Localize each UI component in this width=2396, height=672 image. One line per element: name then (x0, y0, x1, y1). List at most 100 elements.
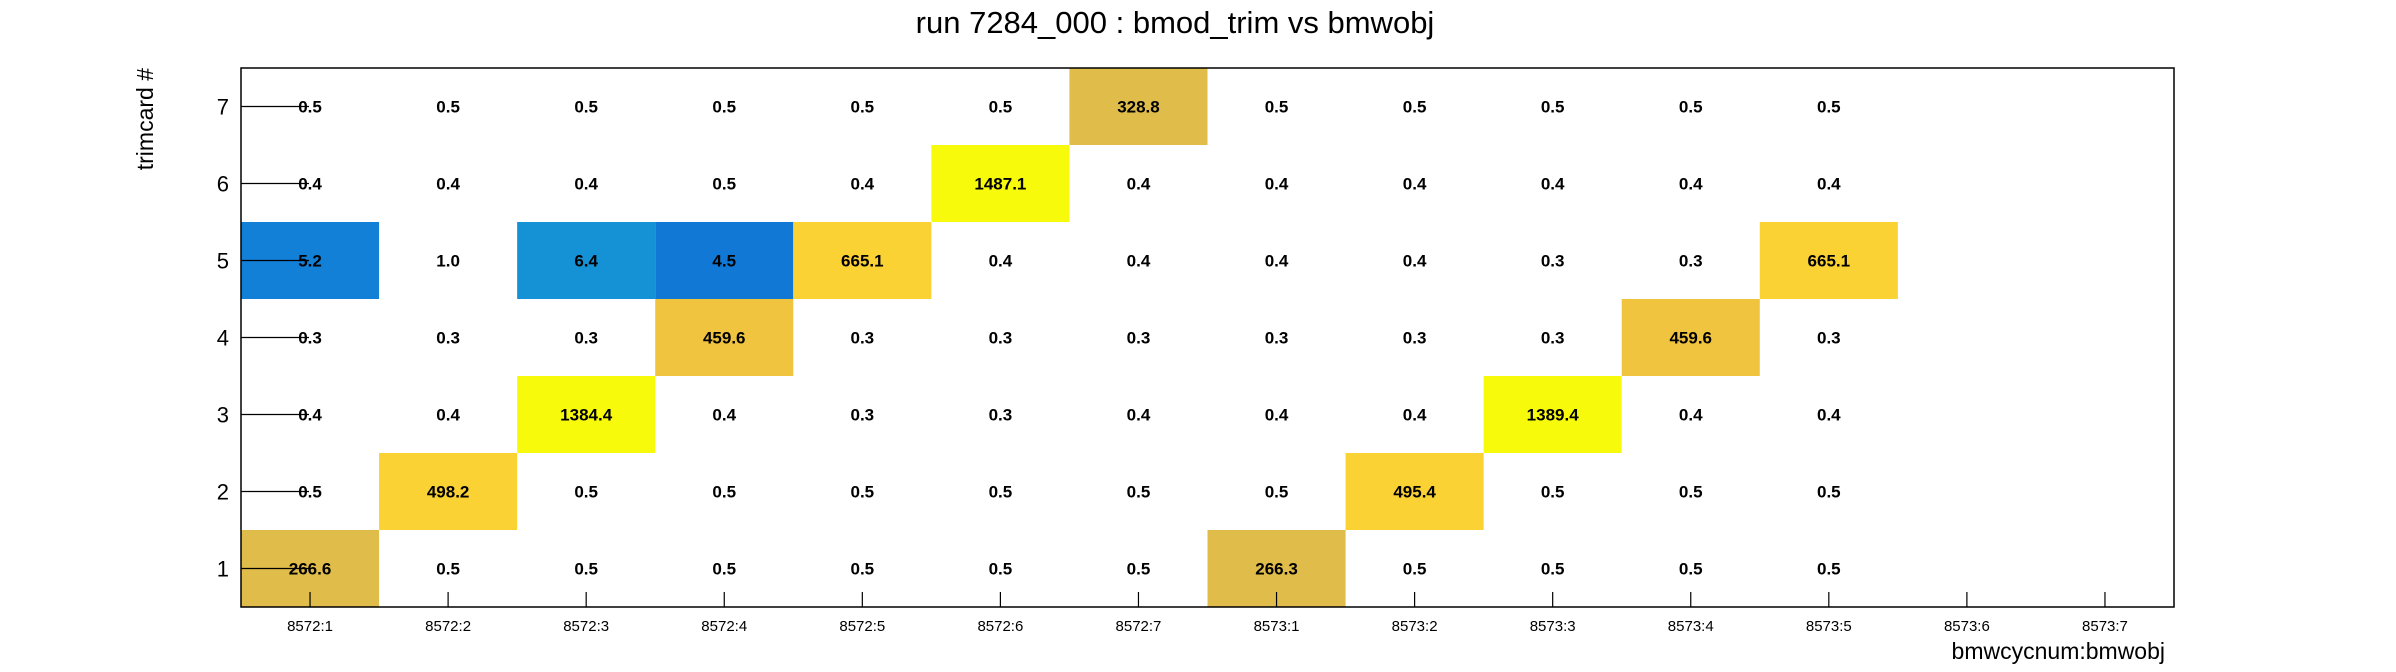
cell-value-label: 0.4 (1817, 406, 1841, 425)
x-tick-label: 8572:3 (563, 618, 609, 635)
cell-value-label: 0.3 (1127, 329, 1151, 348)
heatmap-cell (379, 453, 518, 530)
cell-value-label: 0.5 (574, 98, 598, 117)
cell-value-label: 0.3 (989, 406, 1013, 425)
cell-value-label: 266.6 (289, 560, 332, 579)
cell-value-label: 0.4 (298, 175, 322, 194)
cell-value-label: 0.5 (1817, 98, 1841, 117)
cell-value-label: 0.5 (298, 483, 322, 502)
cell-value-label: 0.3 (851, 329, 875, 348)
cell-value-label: 0.4 (1265, 406, 1289, 425)
heatmap-cell (517, 376, 656, 453)
cell-value-label: 0.5 (712, 560, 736, 579)
cell-value-label: 0.5 (1403, 98, 1427, 117)
cell-value-label: 0.3 (851, 406, 875, 425)
cell-value-label: 0.4 (1127, 175, 1151, 194)
cell-value-label: 328.8 (1117, 98, 1160, 117)
chart-title: run 7284_000 : bmod_trim vs bmwobj (916, 5, 1435, 40)
cell-value-label: 0.5 (1265, 98, 1289, 117)
cell-value-label: 0.4 (1817, 175, 1841, 194)
cell-value-label: 498.2 (427, 483, 470, 502)
cell-value-label: 0.5 (574, 560, 598, 579)
x-tick-label: 8573:1 (1254, 618, 1300, 635)
cell-value-label: 1.0 (436, 252, 460, 271)
cell-value-label: 0.5 (1541, 560, 1565, 579)
cell-value-label: 0.5 (851, 560, 875, 579)
x-tick-label: 8572:4 (701, 618, 747, 635)
cell-value-label: 0.5 (1403, 560, 1427, 579)
cell-value-label: 0.5 (298, 98, 322, 117)
heatmap-cell (793, 222, 932, 299)
x-tick-label: 8573:4 (1668, 618, 1714, 635)
cell-value-label: 0.4 (1403, 406, 1427, 425)
y-tick-label: 6 (217, 172, 229, 197)
cell-value-label: 0.5 (1127, 483, 1151, 502)
cell-value-label: 0.5 (989, 560, 1013, 579)
cell-value-label: 4.5 (712, 252, 736, 271)
cell-value-label: 0.3 (1817, 329, 1841, 348)
cell-value-label: 0.5 (1127, 560, 1151, 579)
heatmap-cells (241, 68, 1898, 607)
y-axis-title: trimcard # (132, 68, 158, 170)
cell-value-label: 0.5 (1679, 560, 1703, 579)
cell-value-label: 0.3 (1679, 252, 1703, 271)
y-tick-label: 7 (217, 95, 229, 120)
cell-value-label: 0.5 (1817, 483, 1841, 502)
cell-value-label: 0.5 (712, 483, 736, 502)
x-tick-label: 8572:2 (425, 618, 471, 635)
heatmap-cell (1483, 376, 1622, 453)
x-tick-label: 8573:7 (2082, 618, 2128, 635)
cell-value-label: 459.6 (703, 329, 746, 348)
cell-value-label: 0.3 (989, 329, 1013, 348)
cell-value-label: 1389.4 (1527, 406, 1580, 425)
cell-value-label: 0.5 (1541, 98, 1565, 117)
cell-value-label: 0.3 (574, 329, 598, 348)
x-tick-label: 8572:5 (839, 618, 885, 635)
cell-value-label: 0.3 (1265, 329, 1289, 348)
cell-value-label: 0.5 (1679, 98, 1703, 117)
x-tick-label: 8572:6 (977, 618, 1023, 635)
cell-value-label: 0.4 (298, 406, 322, 425)
x-tick-label: 8573:6 (1944, 618, 1990, 635)
y-tick-label: 5 (217, 249, 229, 274)
cell-value-label: 0.3 (298, 329, 322, 348)
cell-value-label: 0.5 (1265, 483, 1289, 502)
cell-value-label: 0.5 (712, 175, 736, 194)
cell-value-label: 0.4 (1679, 175, 1703, 194)
cell-value-label: 0.4 (712, 406, 736, 425)
cell-value-label: 0.5 (712, 98, 736, 117)
cell-value-label: 0.3 (436, 329, 460, 348)
cell-value-label: 5.2 (298, 252, 322, 271)
cell-value-label: 0.5 (989, 483, 1013, 502)
cell-value-label: 0.3 (1403, 329, 1427, 348)
cell-value-label: 0.5 (1541, 483, 1565, 502)
cell-value-label: 495.4 (1393, 483, 1436, 502)
heatmap-cell (1759, 222, 1898, 299)
y-tick-label: 1 (217, 557, 229, 582)
cell-value-label: 665.1 (841, 252, 884, 271)
x-axis-title: bmwcycnum:bmwobj (1952, 638, 2165, 664)
cell-value-label: 0.3 (1541, 252, 1565, 271)
cell-value-label: 459.6 (1669, 329, 1712, 348)
cell-value-label: 1384.4 (560, 406, 613, 425)
cell-value-label: 0.3 (1541, 329, 1565, 348)
cell-value-label: 0.5 (851, 98, 875, 117)
cell-value-label: 0.4 (574, 175, 598, 194)
cell-value-label: 0.5 (851, 483, 875, 502)
cell-value-label: 0.4 (1127, 252, 1151, 271)
cell-value-label: 6.4 (574, 252, 598, 271)
cell-value-label: 0.4 (989, 252, 1013, 271)
cell-value-label: 0.4 (1265, 252, 1289, 271)
cell-value-label: 0.4 (1403, 252, 1427, 271)
cell-value-label: 266.3 (1255, 560, 1298, 579)
y-tick-label: 2 (217, 480, 229, 505)
cell-value-label: 1487.1 (974, 175, 1026, 194)
x-tick-label: 8573:3 (1530, 618, 1576, 635)
cell-value-label: 0.4 (1541, 175, 1565, 194)
cell-value-label: 0.5 (989, 98, 1013, 117)
heatmap-cell-labels: 0.5 0.5 0.5 0.5 0.5 0.5 328.8 0.5 0.5 0.5 0.5 0.5 0.… (289, 98, 1850, 579)
cell-value-label: 0.5 (1679, 483, 1703, 502)
x-tick-label: 8572:7 (1116, 618, 1162, 635)
y-axis: 1 2 3 4 5 6 7 (217, 95, 309, 582)
